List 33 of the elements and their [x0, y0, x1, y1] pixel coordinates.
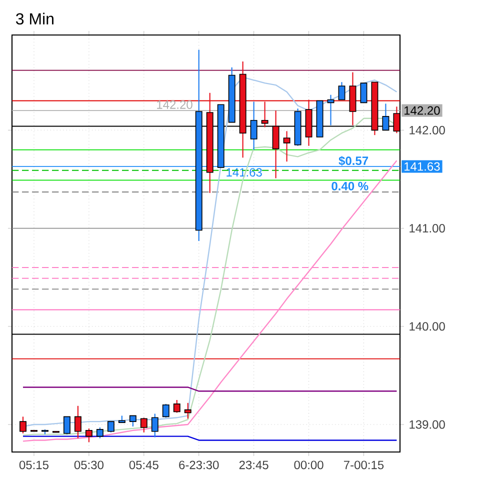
chart-title: 3 Min [16, 12, 54, 25]
y-tick-label: 141.00 [410, 224, 445, 233]
candlestick [360, 82, 368, 104]
annotation: $0.57 [338, 156, 368, 166]
ref-line-label: 141.63 [226, 168, 262, 177]
x-tick-label: 6-23:30 [179, 460, 219, 470]
y-tick-label: 139.00 [410, 420, 445, 429]
x-tick-label: 23:45 [239, 460, 268, 470]
y-tick-label: 142.00 [410, 126, 445, 134]
candlestick [338, 82, 346, 100]
y-tick-label: 140.00 [410, 322, 445, 331]
candlestick [184, 402, 192, 420]
text: 141.63 [404, 162, 440, 171]
x-tick-label: 05:45 [129, 460, 158, 470]
candlestick [129, 415, 136, 428]
candlestick [74, 405, 82, 439]
annotation: 0.40 % [332, 182, 368, 190]
candlestick [107, 421, 114, 433]
candlestick [63, 416, 70, 435]
candlestick [140, 417, 148, 433]
candlestick [85, 428, 92, 443]
ref-line-label: 142.20 [157, 100, 192, 109]
candlestick [20, 416, 26, 434]
x-tick-label: 00:00 [294, 460, 324, 470]
candlestick [283, 130, 290, 162]
candlestick [96, 426, 104, 439]
text: 142.20 [404, 106, 440, 115]
x-tick-label: 05:30 [74, 460, 104, 470]
candlestick [151, 413, 158, 438]
candlestick [173, 399, 180, 414]
x-tick-label: 7-00:15 [344, 460, 384, 470]
candlestick [162, 403, 170, 418]
x-tick-label: 05:15 [19, 460, 48, 470]
